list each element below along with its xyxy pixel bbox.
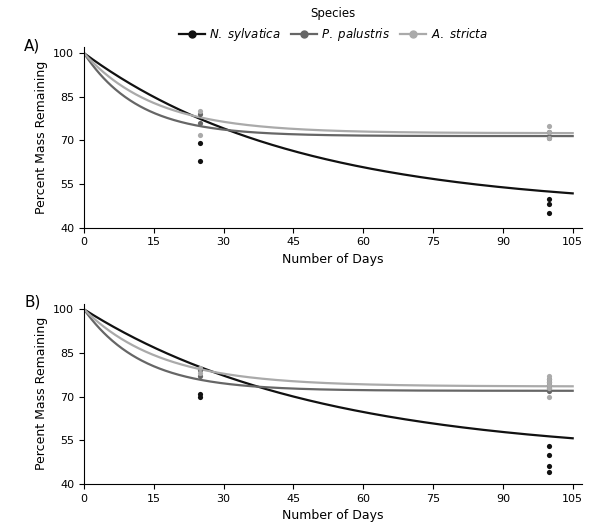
Point: [545, 200, 554, 209]
Point: [196, 390, 205, 398]
Point: [196, 107, 205, 116]
Point: [545, 383, 554, 392]
Point: [196, 130, 205, 139]
Point: [196, 392, 205, 401]
Point: [196, 372, 205, 380]
Text: A): A): [24, 38, 40, 53]
Point: [545, 451, 554, 459]
Point: [196, 139, 205, 148]
Point: [545, 122, 554, 130]
X-axis label: Number of Days: Number of Days: [282, 253, 384, 266]
Point: [545, 375, 554, 383]
Point: [545, 133, 554, 141]
Point: [545, 378, 554, 386]
Point: [545, 442, 554, 450]
Point: [545, 381, 554, 389]
Point: [196, 157, 205, 165]
Point: [545, 468, 554, 477]
Point: [545, 381, 554, 389]
Point: [545, 462, 554, 471]
Point: [545, 209, 554, 217]
Y-axis label: Percent Mass Remaining: Percent Mass Remaining: [35, 317, 48, 470]
Point: [545, 127, 554, 136]
Point: [196, 366, 205, 375]
Point: [545, 127, 554, 136]
Point: [545, 133, 554, 141]
Point: [196, 363, 205, 372]
Point: [545, 372, 554, 380]
Point: [196, 110, 205, 118]
Point: [196, 369, 205, 378]
Point: [545, 392, 554, 401]
X-axis label: Number of Days: Number of Days: [282, 509, 384, 522]
Point: [545, 383, 554, 392]
Text: B): B): [24, 295, 41, 309]
Point: [545, 378, 554, 386]
Point: [545, 195, 554, 203]
Point: [545, 375, 554, 383]
Y-axis label: Percent Mass Remaining: Percent Mass Remaining: [35, 61, 48, 214]
Legend: $\it{N.}$$\it{\ sylvatica}$, $\it{P.}$$\it{\ palustris}$, $\it{A.}$$\it{\ strict: $\it{N.}$$\it{\ sylvatica}$, $\it{P.}$$\…: [174, 3, 492, 48]
Point: [196, 119, 205, 127]
Point: [545, 387, 554, 395]
